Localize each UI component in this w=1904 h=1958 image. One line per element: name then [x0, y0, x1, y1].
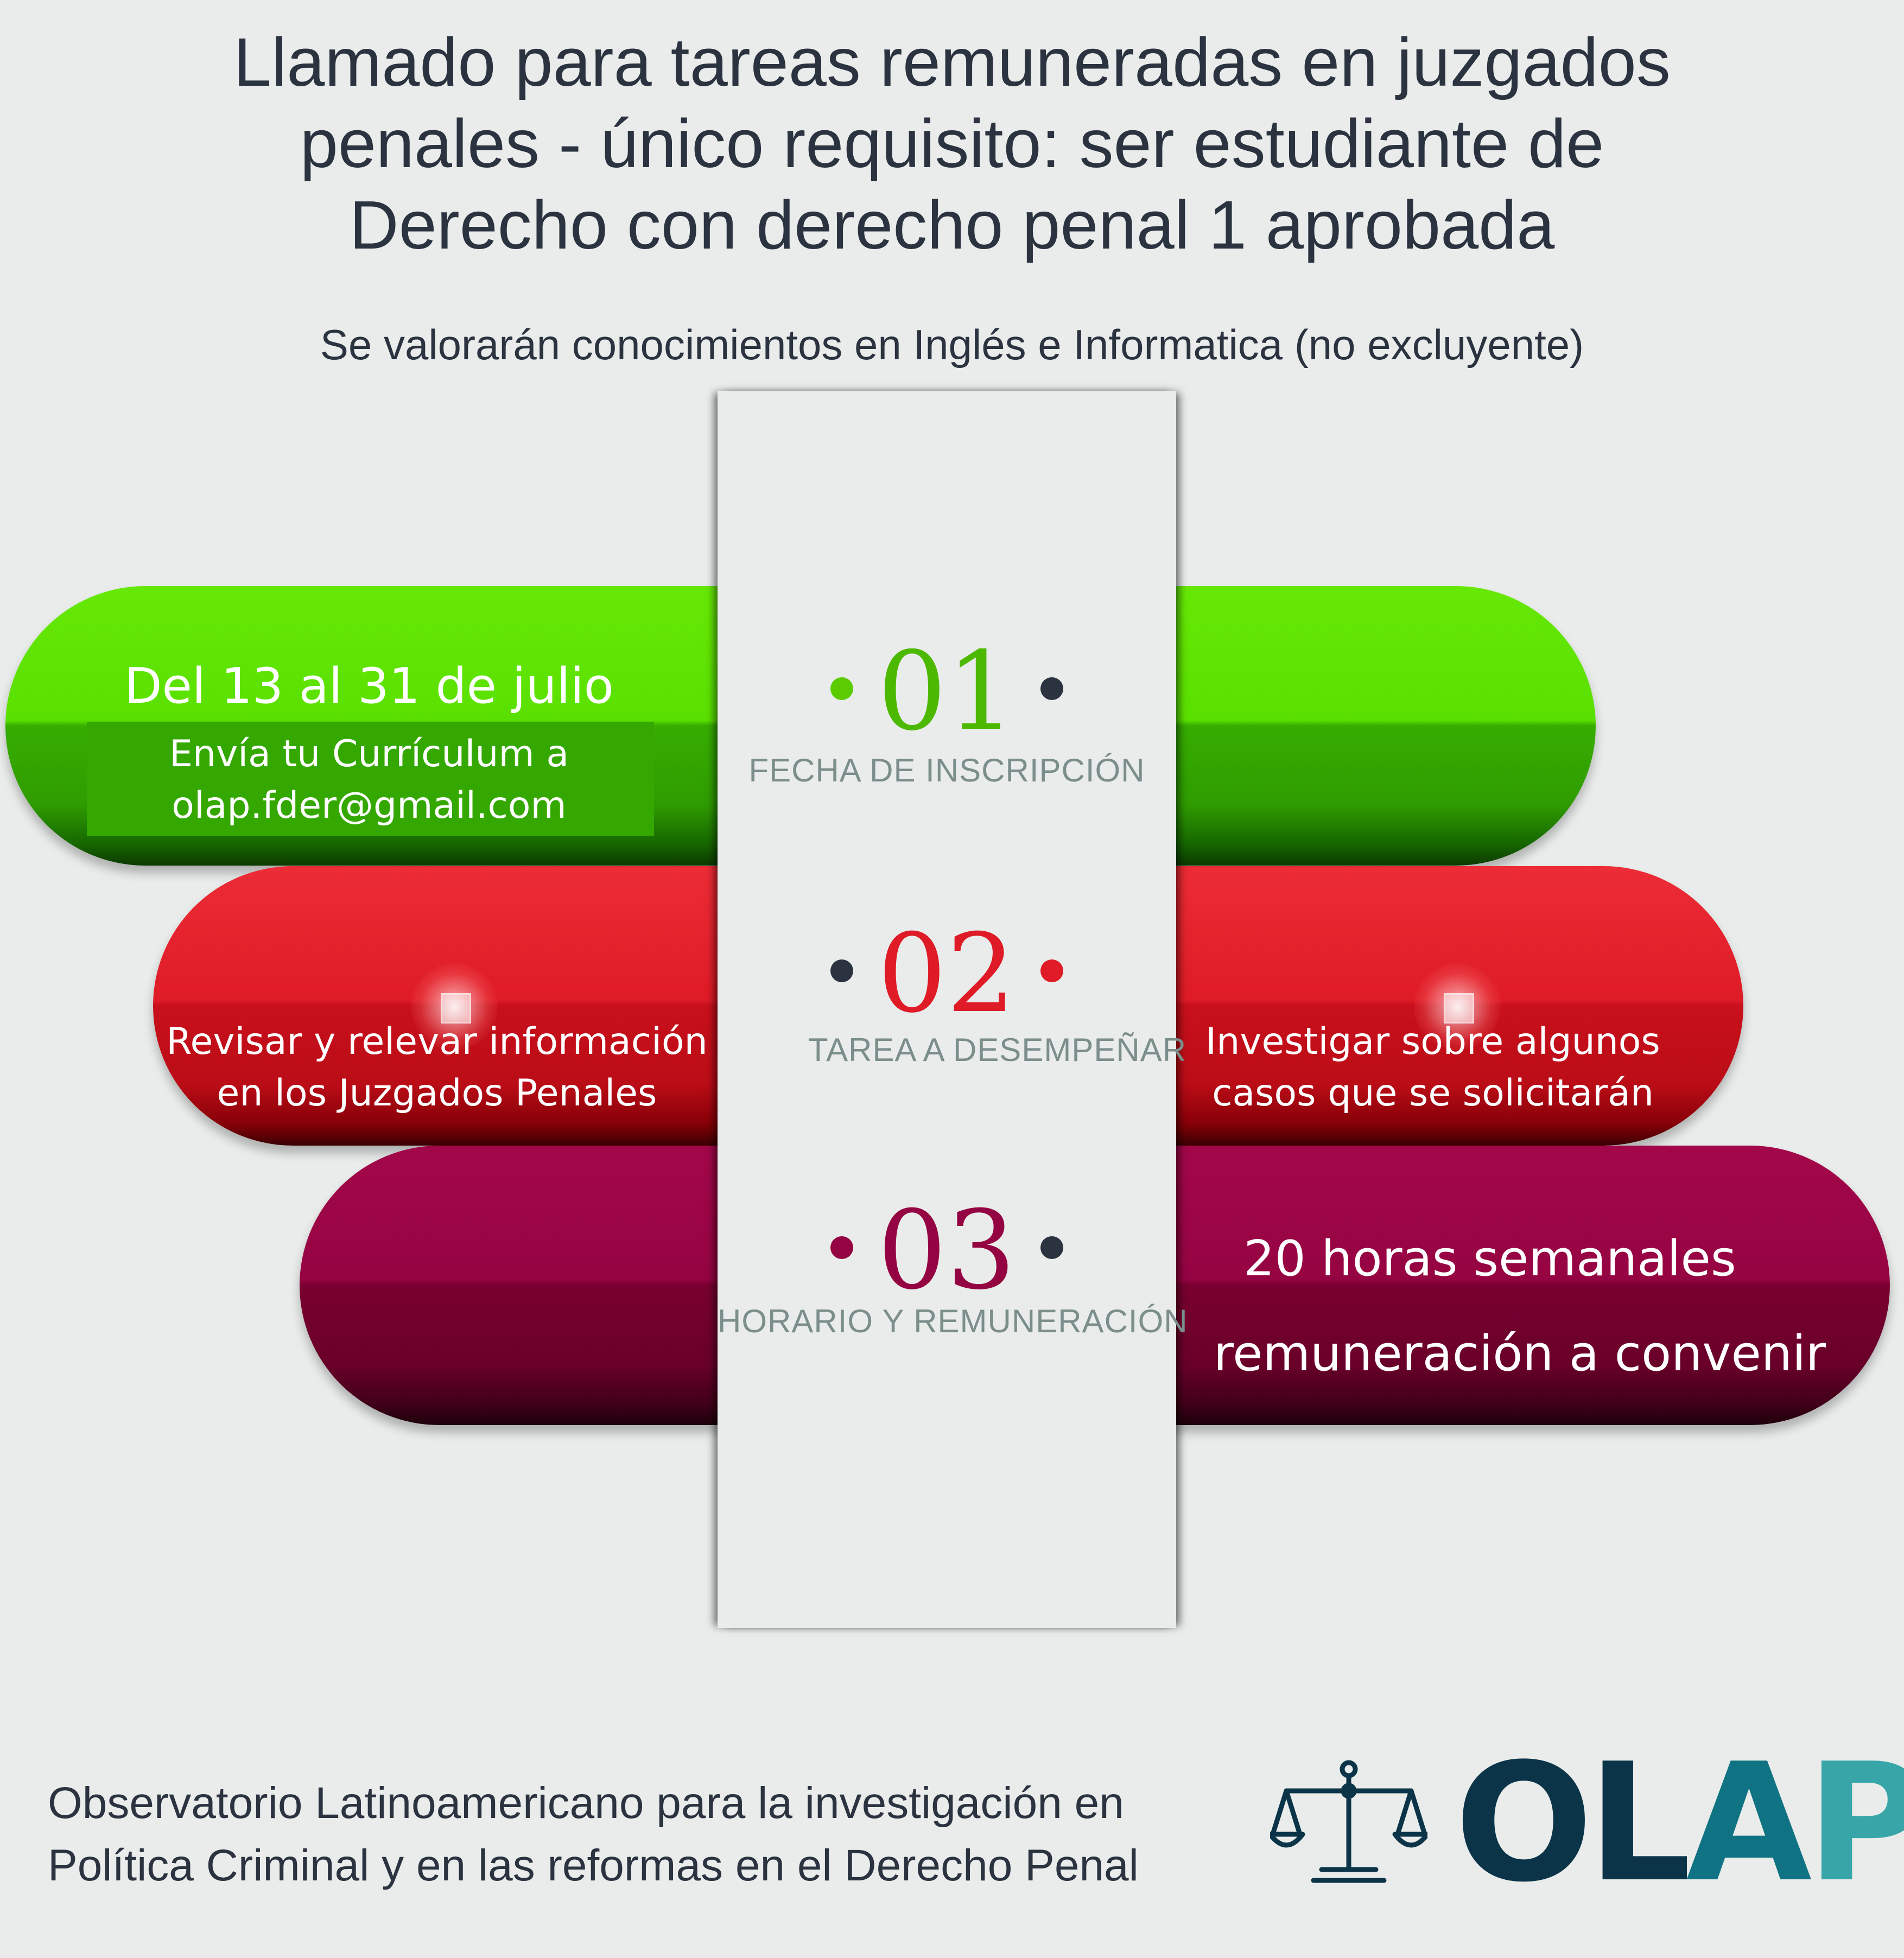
- scales-of-justice-icon: [1270, 1760, 1427, 1883]
- step-2-dot-right: [1040, 959, 1063, 982]
- glow-left-icon: [411, 963, 498, 1050]
- olap-logo: OLAP: [1270, 1742, 1904, 1905]
- subtitle: Se valorarán conocimientos en Inglés e I…: [320, 321, 1584, 368]
- step-3-label: HORARIO Y REMUNERACIÓN: [718, 1303, 1188, 1339]
- step-2-left-line-1: Revisar y relevar información: [166, 1020, 708, 1063]
- logo-letter-a: A: [1686, 1728, 1812, 1918]
- step-2-right-line-2: casos que se solicitarán: [1212, 1072, 1654, 1115]
- step-2-number: 02: [877, 911, 1016, 1037]
- step-1-instruction: Envía tu Currículum a: [169, 733, 569, 775]
- step-2-dot-left: [830, 959, 853, 982]
- footer-text: Observatorio Latinoamericano para la inv…: [48, 1772, 1296, 1897]
- step-2-right-line-1: Investigar sobre algunos: [1205, 1020, 1660, 1063]
- glow-right-icon: [1414, 963, 1501, 1050]
- title-line-1: Llamado para tareas remuneradas en juzga…: [233, 24, 1671, 100]
- step-3-number: 03: [877, 1187, 1016, 1314]
- step-1-email[interactable]: olap.fder@gmail.com: [172, 784, 567, 827]
- logo-wordmark: OLAP: [1455, 1742, 1904, 1905]
- logo-letter-p: P: [1806, 1728, 1904, 1918]
- step-3-dot-right: [1040, 1236, 1063, 1259]
- step-3-dot-left: [830, 1236, 853, 1259]
- logo-letter-l: L: [1588, 1728, 1691, 1918]
- footer-line-1: Observatorio Latinoamericano para la inv…: [48, 1778, 1124, 1828]
- step-2-label: TAREA A DESEMPEÑAR: [808, 1032, 1187, 1068]
- step-2-left-line-2: en los Juzgados Penales: [217, 1072, 657, 1115]
- step-1-number: 01: [877, 628, 1016, 755]
- step-3-pay: remuneración a convenir: [1214, 1325, 1826, 1382]
- title-line-2: penales - único requisito: ser estudiant…: [300, 105, 1604, 182]
- center-panel: [718, 391, 1176, 1628]
- step-1-dot-right: [1040, 677, 1063, 700]
- step-3-hours: 20 horas semanales: [1243, 1230, 1736, 1287]
- footer-line-2: Política Criminal y en las reformas en e…: [48, 1841, 1139, 1890]
- email-box: [87, 722, 654, 836]
- step-1-date: Del 13 al 31 de julio: [124, 658, 614, 715]
- step-1-dot-left: [830, 677, 853, 700]
- page-title: Llamado para tareas remuneradas en juzga…: [0, 22, 1904, 266]
- title-line-3: Derecho con derecho penal 1 aprobada: [349, 187, 1555, 263]
- logo-letter-o: O: [1455, 1728, 1593, 1918]
- step-1-label: FECHA DE INSCRIPCIÓN: [748, 752, 1145, 789]
